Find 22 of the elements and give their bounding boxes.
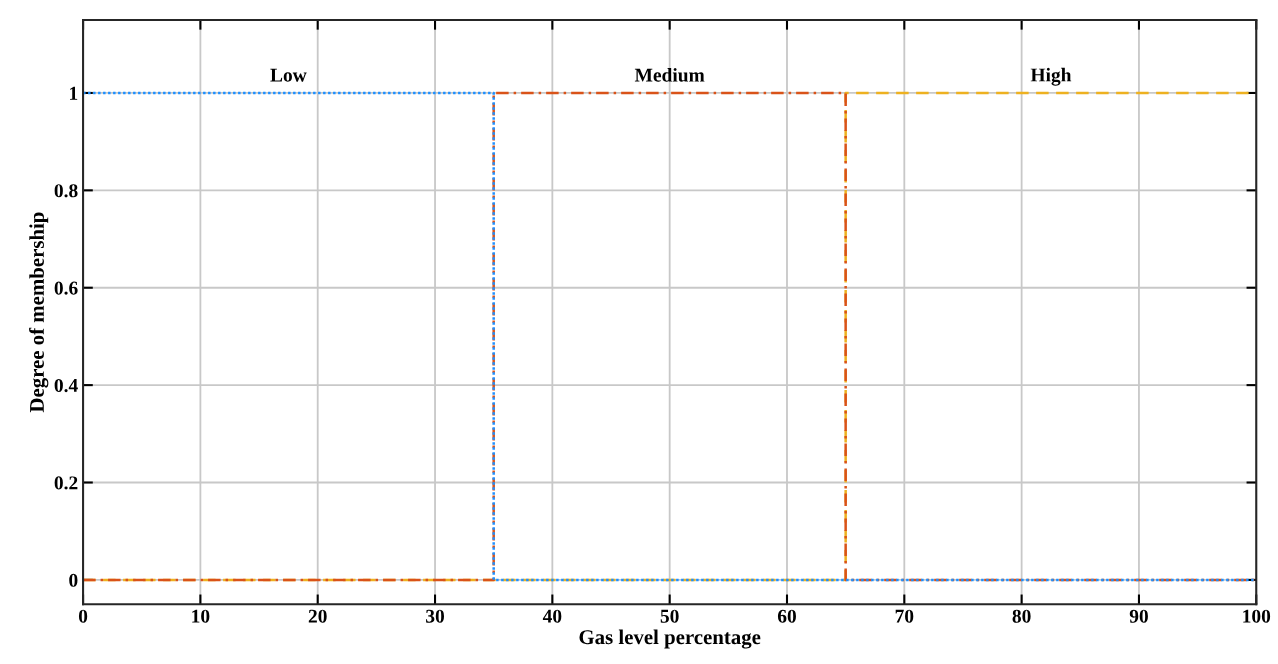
x-tick-label: 40 — [542, 609, 562, 623]
x-tick-label: 20 — [308, 609, 327, 623]
y-tick-label: 0.4 — [54, 378, 78, 393]
x-axis-title: Gas level percentage — [579, 629, 761, 649]
series-label: High — [1030, 67, 1072, 86]
x-tick-label: 60 — [777, 609, 796, 623]
series-label: Medium — [634, 68, 705, 82]
y-tick-label: 0.8 — [54, 184, 78, 198]
y-tick-label: 0.6 — [54, 281, 78, 295]
x-tick-label: 30 — [426, 609, 445, 623]
y-tick-label: 0 — [69, 573, 78, 587]
x-tick-label: 10 — [192, 609, 210, 623]
y-tick-label: 1 — [70, 86, 78, 100]
x-tick-label: 100 — [1243, 609, 1271, 623]
x-tick-label: 0 — [78, 609, 88, 623]
x-tick-label: 90 — [1129, 609, 1148, 623]
series-label: Low — [270, 68, 307, 82]
y-axis-title: Degree of membership — [29, 212, 49, 413]
x-tick-label: 80 — [1012, 609, 1031, 623]
y-tick-label: 0.2 — [54, 476, 78, 490]
x-tick-label: 50 — [660, 609, 679, 623]
x-tick-label: 70 — [895, 609, 914, 623]
